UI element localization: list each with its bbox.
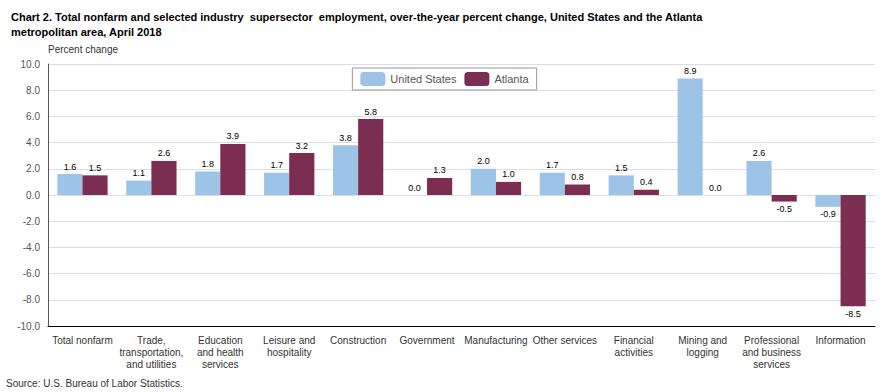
svg-text:Atlanta: Atlanta [494, 73, 529, 85]
svg-text:transportation,: transportation, [119, 347, 183, 358]
svg-text:logging: logging [687, 347, 719, 358]
svg-text:Percent change: Percent change [48, 44, 118, 55]
svg-text:0.0: 0.0 [408, 183, 421, 193]
svg-text:-8.5: -8.5 [845, 309, 861, 319]
svg-text:services: services [202, 359, 239, 370]
svg-text:Manufacturing: Manufacturing [464, 335, 527, 346]
svg-text:and health: and health [197, 347, 244, 358]
svg-text:and business: and business [742, 347, 801, 358]
svg-text:8.0: 8.0 [26, 85, 40, 96]
svg-text:-0.5: -0.5 [776, 204, 792, 214]
svg-text:Financial: Financial [614, 335, 654, 346]
svg-text:Mining and: Mining and [678, 335, 727, 346]
svg-text:1.3: 1.3 [433, 165, 446, 175]
svg-text:Leisure and: Leisure and [263, 335, 315, 346]
svg-text:Professional: Professional [744, 335, 799, 346]
svg-text:Source: U.S. Bureau of Labor S: Source: U.S. Bureau of Labor Statistics. [6, 378, 183, 389]
svg-text:Other services: Other services [533, 335, 597, 346]
svg-text:-10.0: -10.0 [17, 321, 40, 332]
svg-text:Total nonfarm: Total nonfarm [52, 335, 113, 346]
svg-text:3.2: 3.2 [296, 141, 309, 151]
svg-text:6.0: 6.0 [26, 111, 40, 122]
svg-text:activities: activities [615, 347, 653, 358]
svg-text:2.6: 2.6 [158, 148, 171, 158]
svg-text:0.8: 0.8 [571, 172, 584, 182]
svg-text:-8.0: -8.0 [23, 294, 41, 305]
svg-text:-0.9: -0.9 [820, 209, 836, 219]
svg-text:Education: Education [198, 335, 242, 346]
svg-text:4.0: 4.0 [26, 137, 40, 148]
svg-text:-4.0: -4.0 [23, 242, 41, 253]
svg-text:0.0: 0.0 [709, 183, 722, 193]
svg-text:-6.0: -6.0 [23, 268, 41, 279]
svg-text:1.1: 1.1 [133, 168, 146, 178]
svg-text:3.9: 3.9 [227, 131, 240, 141]
svg-text:Government: Government [400, 335, 455, 346]
svg-text:Trade,: Trade, [137, 335, 166, 346]
svg-text:United States: United States [390, 73, 457, 85]
svg-text:1.7: 1.7 [546, 160, 559, 170]
svg-text:5.8: 5.8 [364, 107, 377, 117]
svg-text:0.0: 0.0 [26, 190, 40, 201]
svg-text:0.4: 0.4 [640, 177, 653, 187]
svg-text:Information: Information [816, 335, 866, 346]
svg-text:10.0: 10.0 [21, 59, 41, 70]
svg-text:1.7: 1.7 [270, 160, 283, 170]
svg-text:8.9: 8.9 [684, 66, 697, 76]
svg-text:3.8: 3.8 [339, 133, 352, 143]
svg-text:hospitality: hospitality [267, 347, 311, 358]
svg-text:services: services [753, 359, 790, 370]
svg-text:1.6: 1.6 [64, 162, 77, 172]
svg-text:1.5: 1.5 [615, 163, 628, 173]
svg-text:1.8: 1.8 [201, 159, 214, 169]
svg-text:1.0: 1.0 [502, 169, 515, 179]
svg-text:Construction: Construction [330, 335, 386, 346]
svg-text:metropolitan area, April 2018: metropolitan area, April 2018 [11, 26, 162, 38]
svg-text:2.0: 2.0 [477, 156, 490, 166]
svg-text:-2.0: -2.0 [23, 216, 41, 227]
svg-text:1.5: 1.5 [89, 163, 102, 173]
svg-text:2.6: 2.6 [753, 148, 766, 158]
svg-text:and utilities: and utilities [126, 359, 176, 370]
svg-text:Chart 2. Total nonfarm and sel: Chart 2. Total nonfarm and selected indu… [11, 11, 703, 23]
svg-text:2.0: 2.0 [26, 163, 40, 174]
